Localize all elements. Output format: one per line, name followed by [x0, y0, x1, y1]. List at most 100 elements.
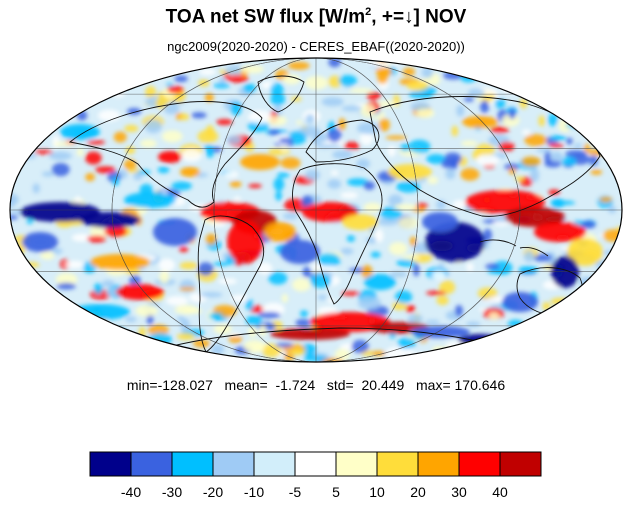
flux-patch — [199, 292, 223, 298]
flux-patch — [388, 164, 432, 180]
flux-patch — [370, 251, 381, 258]
flux-patch — [360, 132, 373, 146]
flux-patch — [463, 97, 475, 102]
flux-patch — [483, 354, 495, 361]
flux-patch — [551, 135, 567, 141]
flux-patch — [500, 80, 522, 94]
flux-patch — [515, 87, 539, 93]
flux-patch — [592, 281, 616, 289]
flux-patch — [445, 168, 456, 180]
flux-patch — [559, 310, 579, 321]
flux-patch — [587, 335, 605, 342]
flux-patch — [317, 265, 338, 271]
colorbar-swatch — [253, 451, 296, 477]
flux-patch — [56, 282, 76, 290]
flux-patch — [93, 283, 103, 295]
colorbar-tick-label: -5 — [289, 484, 302, 498]
flux-patch — [494, 98, 506, 109]
flux-patch — [40, 74, 49, 83]
coastline-europe — [305, 119, 380, 163]
flux-patch — [106, 58, 126, 72]
flux-patch — [41, 171, 55, 177]
flux-patch — [389, 241, 408, 256]
flux-patch — [487, 269, 510, 275]
flux-patch — [396, 180, 421, 193]
flux-patch — [517, 76, 530, 89]
flux-patch — [174, 75, 188, 83]
flux-patch — [567, 238, 603, 266]
flux-patch — [137, 169, 151, 175]
flux-patch — [165, 58, 174, 68]
flux-patch — [551, 256, 579, 288]
flux-patch — [565, 75, 588, 89]
flux-patch — [327, 298, 335, 304]
flux-patch — [576, 296, 589, 303]
map-subtitle: ngc2009(2020-2020) - CERES_EBAF((2020-20… — [167, 39, 465, 54]
flux-patch — [124, 124, 139, 133]
flux-patch — [268, 271, 288, 285]
flux-patch — [600, 78, 618, 90]
flux-patch — [394, 203, 418, 211]
flux-patch — [480, 100, 490, 113]
flux-patch — [115, 346, 131, 352]
flux-patch — [309, 274, 332, 288]
flux-patch — [82, 85, 105, 99]
flux-patch — [585, 90, 595, 99]
flux-patch — [25, 336, 37, 341]
flux-patch — [377, 217, 399, 226]
flux-patch — [585, 307, 598, 313]
flux-patch — [161, 62, 180, 71]
coastline-indonesia — [479, 239, 549, 257]
flux-patch — [213, 324, 232, 335]
flux-patch — [509, 77, 528, 86]
flux-patch — [51, 247, 63, 255]
flux-patch — [305, 169, 321, 181]
flux-patch — [10, 303, 25, 316]
flux-patch — [321, 358, 344, 362]
flux-patch — [466, 262, 474, 272]
flux-patch — [415, 203, 428, 209]
flux-patch — [408, 139, 431, 154]
flux-patch — [566, 137, 573, 145]
flux-patch — [180, 318, 190, 333]
flux-patch — [518, 80, 526, 92]
flux-patch — [349, 88, 373, 94]
flux-patch — [410, 326, 470, 338]
flux-patch — [341, 291, 361, 296]
flux-patch — [226, 135, 242, 145]
flux-patch — [125, 316, 137, 323]
flux-patch — [604, 79, 621, 86]
flux-patch — [346, 235, 355, 243]
flux-patch — [192, 351, 205, 362]
flux-patch — [10, 215, 19, 220]
flux-patch — [117, 338, 132, 348]
flux-patch — [10, 261, 23, 266]
flux-patch — [40, 251, 55, 260]
flux-patch — [80, 212, 140, 228]
statistics-line: min=-128.027 mean= -1.724 std= 20.449 ma… — [126, 377, 506, 393]
flux-patch — [602, 229, 622, 242]
flux-patch — [526, 70, 546, 76]
flux-patch — [228, 334, 243, 344]
flux-patch — [229, 181, 242, 188]
flux-patch — [568, 300, 575, 308]
flux-patch — [51, 162, 70, 177]
flux-patch — [248, 110, 272, 124]
flux-patch — [388, 194, 403, 207]
flux-patch — [512, 347, 522, 356]
flux-patch — [378, 118, 390, 132]
flux-patch — [12, 137, 35, 147]
flux-patch — [213, 261, 230, 267]
flux-patch — [327, 179, 342, 189]
graticule — [10, 58, 622, 362]
flux-patch — [438, 62, 454, 70]
flux-patch — [438, 263, 445, 269]
flux-patch — [334, 348, 351, 361]
flux-patch — [590, 169, 603, 175]
coastline-africa — [292, 163, 383, 305]
flux-patch — [406, 80, 429, 91]
colorbar-swatch — [89, 451, 132, 477]
flux-patch — [416, 108, 435, 118]
flux-patch — [44, 88, 63, 97]
flux-patch — [203, 144, 214, 151]
